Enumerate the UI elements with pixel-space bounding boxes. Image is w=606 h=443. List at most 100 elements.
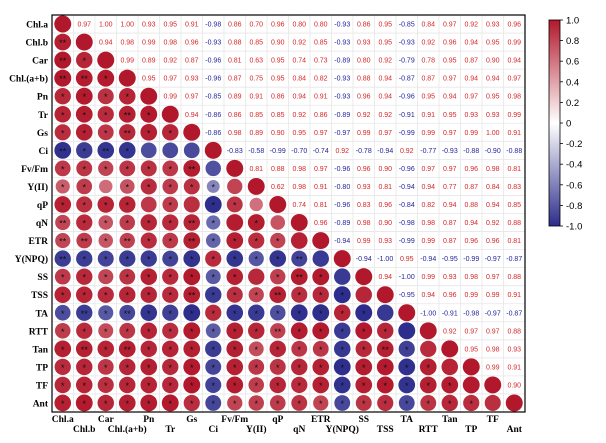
variable-label: RTT <box>29 327 49 337</box>
variable-label: Ant <box>33 399 49 409</box>
correlation-circle <box>119 268 136 285</box>
correlation-circle <box>248 377 265 393</box>
significance-stars: * <box>426 381 430 391</box>
correlation-circle <box>247 214 265 231</box>
correlation-circle <box>140 286 157 303</box>
significance-stars: * <box>168 128 172 138</box>
significance-stars: * <box>147 182 151 192</box>
correlation-value: 0.94 <box>185 112 199 119</box>
significance-stars: * <box>82 200 86 210</box>
significance-stars: ** <box>296 255 304 265</box>
correlation-value: 0.98 <box>507 94 521 101</box>
significance-stars: * <box>61 399 65 409</box>
correlation-circle <box>484 394 501 412</box>
variable-label: TF <box>36 381 48 391</box>
correlation-circle <box>333 340 351 358</box>
correlation-circle <box>441 358 459 376</box>
significance-stars: * <box>383 327 387 337</box>
significance-stars: * <box>168 237 172 247</box>
significance-stars: * <box>82 92 86 102</box>
correlation-value: 0.86 <box>228 22 242 29</box>
significance-stars: * <box>211 200 215 210</box>
significance-stars: * <box>125 381 129 391</box>
correlation-circle <box>161 340 179 358</box>
significance-stars: * <box>383 399 387 409</box>
correlation-value: 0.98 <box>421 220 435 227</box>
correlation-value: -0.99 <box>270 148 286 155</box>
significance-stars: * <box>104 345 108 355</box>
correlation-value: 0.96 <box>507 22 521 29</box>
correlation-value: 0.95 <box>378 22 392 29</box>
significance-stars: * <box>211 327 215 337</box>
significance-stars: * <box>211 219 215 229</box>
correlation-value: -0.88 <box>506 148 522 155</box>
significance-stars: ** <box>124 128 132 138</box>
significance-stars: * <box>125 200 129 210</box>
variable-label: Chl.(a+b) <box>108 424 147 435</box>
correlation-value: 0.90 <box>507 382 521 389</box>
significance-stars: * <box>211 309 215 319</box>
colorbar-tick-label: 0.2 <box>566 98 579 109</box>
correlation-circle <box>119 232 135 249</box>
correlation-circle <box>140 160 157 177</box>
significance-stars: * <box>254 327 258 337</box>
correlation-circle <box>183 322 201 340</box>
significance-stars: * <box>190 255 194 265</box>
significance-stars: * <box>362 363 366 373</box>
correlation-circle <box>98 160 114 177</box>
significance-stars: * <box>297 309 301 319</box>
correlation-circle <box>162 358 179 376</box>
correlation-value: 0.92 <box>335 148 349 155</box>
correlation-circle <box>248 358 265 375</box>
correlation-value: 0.94 <box>464 76 478 83</box>
correlation-value: 0.98 <box>464 274 478 281</box>
variable-label: Y(NPQ) <box>15 254 48 265</box>
correlation-value: 0.95 <box>486 94 500 101</box>
correlation-circle <box>98 269 114 285</box>
significance-stars: ** <box>81 237 89 247</box>
correlation-circle <box>118 394 136 412</box>
correlation-value: 0.83 <box>507 184 521 191</box>
correlation-circle <box>355 376 373 394</box>
correlation-circle <box>140 304 158 322</box>
correlation-value: 0.99 <box>486 292 500 299</box>
correlation-value: 0.94 <box>486 202 500 209</box>
significance-stars: * <box>168 182 172 192</box>
colorbar-ticks: 1.0 0.8 0.6 0.4 0.2 0 -0.2 -0.4 -0.6 -0.8 -1.0 <box>560 16 582 233</box>
correlation-value: 0.92 <box>400 148 414 155</box>
correlation-value: 0.96 <box>314 220 328 227</box>
correlation-circle <box>54 358 71 376</box>
correlation-value: 0.91 <box>185 22 199 29</box>
correlation-circle <box>291 340 308 357</box>
correlation-value: -0.97 <box>485 310 501 317</box>
correlation-circle <box>76 304 93 321</box>
significance-stars: * <box>254 237 258 247</box>
correlation-value: 0.95 <box>163 22 177 29</box>
significance-stars: * <box>190 381 194 391</box>
variable-label: TSS <box>31 291 48 301</box>
correlation-circle <box>248 341 264 357</box>
significance-stars: * <box>147 381 151 391</box>
significance-stars: * <box>82 291 86 301</box>
significance-stars: * <box>297 291 301 301</box>
significance-stars: * <box>104 74 108 84</box>
correlation-circle <box>334 395 351 411</box>
significance-stars: * <box>168 200 172 210</box>
correlation-circle <box>118 69 136 87</box>
correlation-value: 0.97 <box>185 94 199 101</box>
colorbar-tick-label: 1.0 <box>566 16 579 27</box>
significance-stars: * <box>168 291 172 301</box>
significance-stars: ** <box>188 291 196 301</box>
correlation-value: 0.95 <box>142 76 156 83</box>
correlation-value: 0.95 <box>486 40 500 47</box>
correlation-value: 0.98 <box>228 130 242 137</box>
correlation-value: 0.88 <box>507 328 521 335</box>
correlation-circle <box>205 340 222 358</box>
significance-stars: * <box>147 399 151 409</box>
correlation-value: 0.95 <box>421 94 435 101</box>
significance-stars: * <box>297 399 301 409</box>
correlation-circle <box>98 305 114 321</box>
correlation-value: 0.91 <box>314 184 328 191</box>
significance-stars: * <box>104 164 108 174</box>
correlation-value: -0.99 <box>399 130 415 137</box>
